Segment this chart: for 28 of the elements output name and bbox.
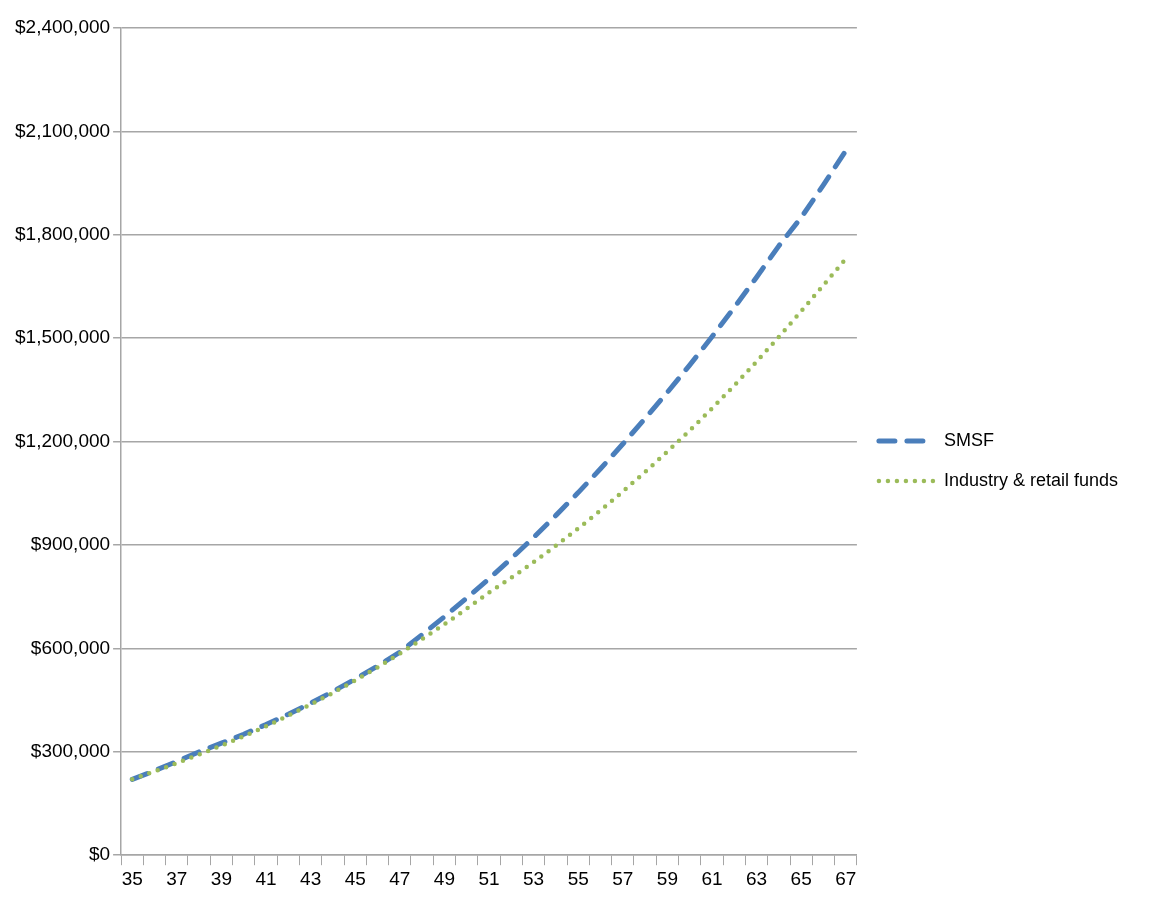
x-tick-label: 35 — [121, 867, 143, 889]
x-tick-label: 47 — [389, 867, 411, 889]
y-tick-label: $600,000 — [30, 636, 111, 658]
x-tick-label: 37 — [166, 867, 188, 889]
x-tick-label: 53 — [523, 867, 545, 889]
x-tick-label: 41 — [255, 867, 277, 889]
x-tick-label: 63 — [746, 867, 768, 889]
x-tick-label: 55 — [567, 867, 589, 889]
y-tick-label: $1,800,000 — [15, 223, 111, 245]
x-tick-label: 45 — [344, 867, 366, 889]
y-tick-label: $1,200,000 — [15, 429, 111, 451]
y-tick-label: $0 — [88, 843, 111, 865]
legend-label: SMSF — [943, 429, 994, 450]
x-tick-label: 65 — [790, 867, 812, 889]
x-tick-label: 39 — [210, 867, 232, 889]
x-tick-label: 59 — [656, 867, 678, 889]
x-tick-label: 49 — [433, 867, 455, 889]
x-tick-label: 57 — [612, 867, 634, 889]
y-tick-label: $300,000 — [30, 740, 111, 762]
x-tick-label: 67 — [835, 867, 857, 889]
legend-label: Industry & retail funds — [943, 469, 1119, 490]
y-tick-label: $1,500,000 — [15, 326, 111, 348]
x-tick-label: 43 — [300, 867, 322, 889]
x-tick-label: 61 — [701, 867, 723, 889]
y-tick-label: $900,000 — [30, 533, 111, 555]
y-tick-label: $2,400,000 — [15, 16, 111, 38]
x-tick-label: 51 — [478, 867, 500, 889]
y-tick-label: $2,100,000 — [15, 119, 111, 141]
